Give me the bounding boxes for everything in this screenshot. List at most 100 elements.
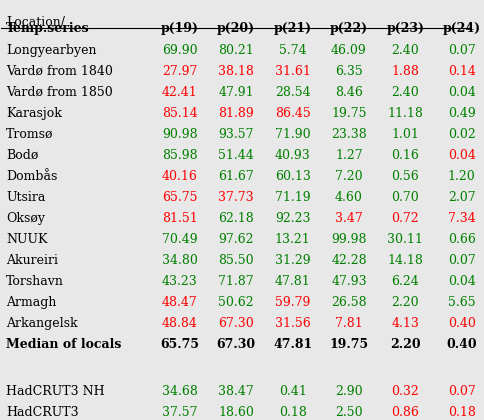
Text: 4.13: 4.13	[392, 317, 419, 330]
Text: 80.21: 80.21	[218, 44, 254, 57]
Text: 40.16: 40.16	[162, 170, 198, 183]
Text: 0.49: 0.49	[448, 107, 476, 120]
Text: 92.23: 92.23	[275, 212, 310, 225]
Text: 18.60: 18.60	[218, 406, 254, 419]
Text: 81.89: 81.89	[218, 107, 254, 120]
Text: 23.38: 23.38	[331, 128, 367, 141]
Text: 42.28: 42.28	[331, 254, 367, 267]
Text: 3.47: 3.47	[335, 212, 363, 225]
Text: 31.29: 31.29	[275, 254, 310, 267]
Text: 0.18: 0.18	[279, 406, 306, 419]
Text: 0.07: 0.07	[448, 385, 476, 398]
Text: 0.40: 0.40	[448, 317, 476, 330]
Text: 71.19: 71.19	[275, 191, 310, 204]
Text: 59.79: 59.79	[275, 296, 310, 309]
Text: Arkangelsk: Arkangelsk	[6, 317, 78, 330]
Text: 86.45: 86.45	[275, 107, 310, 120]
Text: 69.90: 69.90	[162, 44, 197, 57]
Text: Median of locals: Median of locals	[6, 338, 121, 351]
Text: 46.09: 46.09	[331, 44, 367, 57]
Text: 5.74: 5.74	[279, 44, 306, 57]
Text: 0.41: 0.41	[279, 385, 306, 398]
Text: 71.87: 71.87	[218, 275, 254, 288]
Text: p(22): p(22)	[330, 22, 368, 35]
Text: 2.40: 2.40	[392, 44, 419, 57]
Text: 43.23: 43.23	[162, 275, 198, 288]
Text: 48.47: 48.47	[162, 296, 198, 309]
Text: 2.20: 2.20	[390, 338, 421, 351]
Text: 0.16: 0.16	[392, 149, 419, 162]
Text: 90.98: 90.98	[162, 128, 197, 141]
Text: p(24): p(24)	[442, 22, 481, 35]
Text: Oksøy: Oksøy	[6, 212, 45, 225]
Text: 97.62: 97.62	[218, 233, 254, 246]
Text: 28.54: 28.54	[275, 86, 310, 99]
Text: HadCRUT3: HadCRUT3	[6, 406, 79, 419]
Text: 8.46: 8.46	[335, 86, 363, 99]
Text: 6.35: 6.35	[335, 65, 363, 78]
Text: 38.18: 38.18	[218, 65, 254, 78]
Text: p(21): p(21)	[273, 22, 312, 35]
Text: 30.11: 30.11	[387, 233, 423, 246]
Text: 1.20: 1.20	[448, 170, 476, 183]
Text: 51.44: 51.44	[218, 149, 254, 162]
Text: 71.90: 71.90	[275, 128, 310, 141]
Text: Vardø from 1850: Vardø from 1850	[6, 86, 113, 99]
Text: 1.27: 1.27	[335, 149, 363, 162]
Text: 13.21: 13.21	[275, 233, 310, 246]
Text: 42.41: 42.41	[162, 86, 198, 99]
Text: Dombås: Dombås	[6, 170, 58, 183]
Text: 0.04: 0.04	[448, 275, 476, 288]
Text: 81.51: 81.51	[162, 212, 198, 225]
Text: p(20): p(20)	[217, 22, 255, 35]
Text: 0.72: 0.72	[392, 212, 419, 225]
Text: 19.75: 19.75	[331, 107, 367, 120]
Text: 85.14: 85.14	[162, 107, 198, 120]
Text: 0.07: 0.07	[448, 44, 476, 57]
Text: 50.62: 50.62	[218, 296, 254, 309]
Text: 7.34: 7.34	[448, 212, 476, 225]
Text: Akureiri: Akureiri	[6, 254, 58, 267]
Text: 0.07: 0.07	[448, 254, 476, 267]
Text: 6.24: 6.24	[392, 275, 419, 288]
Text: 0.86: 0.86	[392, 406, 419, 419]
Text: Utsira: Utsira	[6, 191, 45, 204]
Text: Karasjok: Karasjok	[6, 107, 62, 120]
Text: 0.02: 0.02	[448, 128, 476, 141]
Text: 47.91: 47.91	[218, 86, 254, 99]
Text: NUUK: NUUK	[6, 233, 47, 246]
Text: 4.60: 4.60	[335, 191, 363, 204]
Text: 38.47: 38.47	[218, 385, 254, 398]
Text: 40.93: 40.93	[275, 149, 310, 162]
Text: Torshavn: Torshavn	[6, 275, 64, 288]
Text: Armagh: Armagh	[6, 296, 57, 309]
Text: 5.65: 5.65	[448, 296, 475, 309]
Text: 14.18: 14.18	[387, 254, 423, 267]
Text: 65.75: 65.75	[162, 191, 197, 204]
Text: 65.75: 65.75	[160, 338, 199, 351]
Text: 2.50: 2.50	[335, 406, 363, 419]
Text: 0.18: 0.18	[448, 406, 476, 419]
Text: 60.13: 60.13	[274, 170, 311, 183]
Text: 85.50: 85.50	[218, 254, 254, 267]
Text: 1.01: 1.01	[392, 128, 419, 141]
Text: 7.20: 7.20	[335, 170, 363, 183]
Text: 26.58: 26.58	[331, 296, 367, 309]
Text: p(23): p(23)	[386, 22, 424, 35]
Text: 31.61: 31.61	[274, 65, 311, 78]
Text: 27.97: 27.97	[162, 65, 197, 78]
Text: 2.90: 2.90	[335, 385, 363, 398]
Text: 47.93: 47.93	[331, 275, 367, 288]
Text: 7.81: 7.81	[335, 317, 363, 330]
Text: HadCRUT3 NH: HadCRUT3 NH	[6, 385, 105, 398]
Text: 48.84: 48.84	[162, 317, 198, 330]
Text: 34.80: 34.80	[162, 254, 198, 267]
Text: 0.56: 0.56	[392, 170, 419, 183]
Text: Tromsø: Tromsø	[6, 128, 54, 141]
Text: 70.49: 70.49	[162, 233, 197, 246]
Text: 99.98: 99.98	[331, 233, 367, 246]
Text: Bodø: Bodø	[6, 149, 38, 162]
Text: Location/: Location/	[6, 16, 65, 29]
Text: 0.04: 0.04	[448, 149, 476, 162]
Text: 61.67: 61.67	[218, 170, 254, 183]
